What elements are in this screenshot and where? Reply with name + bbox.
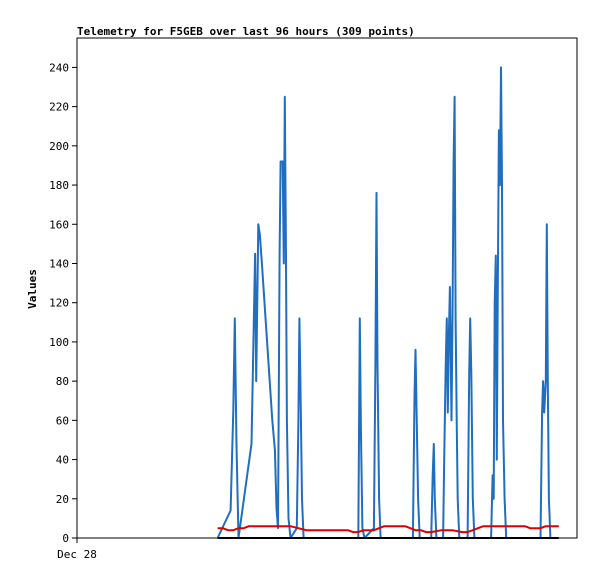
y-axis-label: Values	[26, 269, 39, 309]
y-tick-label: 120	[49, 297, 69, 310]
y-tick-label: 180	[49, 179, 69, 192]
series-line-red	[217, 525, 559, 534]
y-tick-label: 140	[49, 257, 69, 270]
series-line-blue	[216, 66, 552, 539]
y-tick-label: 40	[56, 454, 69, 467]
y-tick-label: 60	[56, 414, 69, 427]
y-tick-label: 0	[62, 532, 69, 545]
y-tick-label: 100	[49, 336, 69, 349]
y-tick-label: 20	[56, 493, 69, 506]
y-tick-label: 80	[56, 375, 69, 388]
y-tick-label: 220	[49, 101, 69, 114]
y-tick-label: 200	[49, 140, 69, 153]
y-axis-ticks: 0 20 40 60 80 100 120 140 160 180 200 220 240	[49, 61, 77, 545]
y-tick-label: 240	[49, 61, 69, 74]
x-axis-ticks: Dec 28	[57, 538, 97, 561]
chart-title: Telemetry for F5GEB over last 96 hours (…	[77, 25, 415, 38]
series-layer	[216, 66, 559, 539]
y-tick-label: 160	[49, 218, 69, 231]
x-tick-label: Dec 28	[57, 548, 97, 561]
